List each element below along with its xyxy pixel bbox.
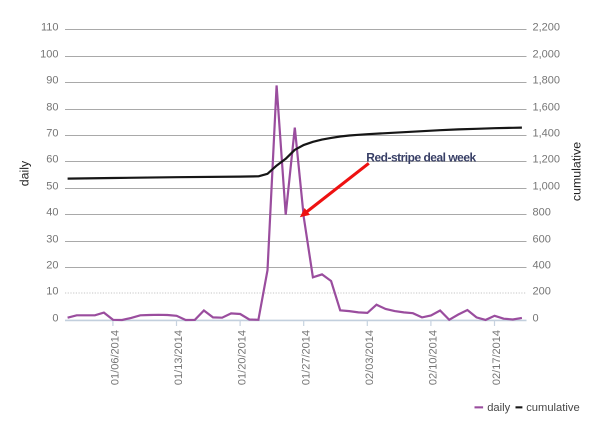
svg-text:01/20/2014: 01/20/2014 (237, 330, 249, 385)
svg-text:10: 10 (46, 286, 58, 298)
svg-text:90: 90 (46, 75, 58, 87)
svg-text:30: 30 (46, 234, 58, 246)
svg-text:1,000: 1,000 (533, 181, 561, 193)
svg-text:daily: daily (18, 160, 32, 186)
svg-text:1,800: 1,800 (533, 75, 561, 87)
svg-text:110: 110 (41, 22, 59, 34)
svg-text:daily: daily (487, 402, 510, 414)
svg-text:01/13/2014: 01/13/2014 (173, 330, 185, 385)
svg-text:02/10/2014: 02/10/2014 (428, 330, 440, 385)
svg-text:20: 20 (46, 260, 58, 272)
svg-text:50: 50 (46, 181, 58, 193)
svg-text:2,200: 2,200 (533, 22, 561, 34)
svg-text:1,600: 1,600 (533, 102, 561, 114)
svg-text:70: 70 (46, 128, 58, 140)
svg-text:2,000: 2,000 (533, 49, 561, 61)
svg-text:cumulative: cumulative (569, 142, 583, 201)
svg-text:01/27/2014: 01/27/2014 (300, 330, 312, 385)
svg-text:600: 600 (533, 234, 551, 246)
svg-text:60: 60 (46, 154, 58, 166)
svg-text:400: 400 (533, 260, 551, 272)
svg-text:80: 80 (46, 102, 58, 114)
svg-text:100: 100 (40, 49, 58, 61)
svg-text:800: 800 (533, 207, 551, 219)
svg-text:40: 40 (46, 207, 58, 219)
svg-text:cumulative: cumulative (526, 402, 579, 414)
svg-text:02/17/2014: 02/17/2014 (491, 330, 503, 385)
svg-text:1,400: 1,400 (533, 128, 561, 140)
svg-text:Red-stripe deal week: Red-stripe deal week (366, 150, 476, 164)
svg-text:200: 200 (533, 286, 551, 298)
svg-text:1,200: 1,200 (533, 154, 561, 166)
svg-text:0: 0 (533, 313, 539, 325)
svg-text:02/03/2014: 02/03/2014 (364, 330, 376, 385)
svg-text:0: 0 (52, 313, 58, 325)
svg-text:01/06/2014: 01/06/2014 (110, 330, 122, 385)
